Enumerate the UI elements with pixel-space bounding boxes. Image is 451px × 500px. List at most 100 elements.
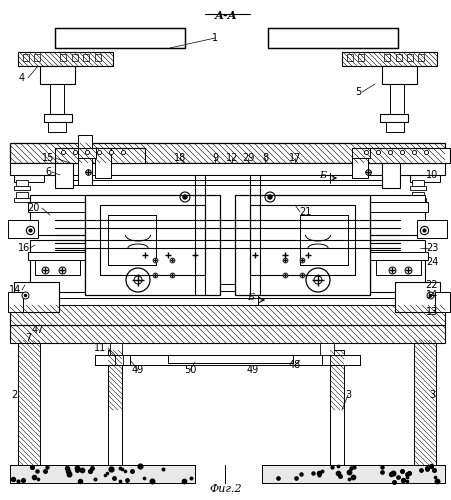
Text: 20: 20 [27,203,39,213]
Bar [30,195,85,235]
Text: 15: 15 [42,153,54,163]
Bar [414,340,436,465]
Bar [16,192,28,198]
Bar [18,340,40,465]
Text: 14: 14 [426,290,438,300]
Bar [95,355,130,365]
Bar [85,195,220,295]
Bar [235,195,370,295]
Text: 50: 50 [184,365,196,375]
Bar [10,465,195,483]
Bar [8,292,23,312]
Bar [28,252,88,260]
Text: А-А: А-А [215,10,237,21]
Bar [8,225,38,233]
Bar [347,54,353,61]
Bar [48,122,66,132]
Text: 49: 49 [132,365,144,375]
Bar [55,291,400,298]
Bar [23,54,29,61]
Text: Б: Б [247,294,254,302]
Bar [83,54,89,61]
Text: 23: 23 [426,243,438,253]
Bar [435,292,450,312]
Bar [268,28,398,48]
Bar [14,282,59,312]
Bar [412,300,424,306]
Bar [370,240,425,292]
Text: 1: 1 [212,33,218,43]
Bar [44,114,72,122]
Bar [55,284,400,291]
Bar [14,162,44,174]
Bar [115,355,123,365]
Bar [382,66,417,84]
Bar [50,84,64,114]
Text: 2: 2 [11,390,17,400]
Text: 3: 3 [429,390,435,400]
Bar [55,298,400,305]
Bar [14,306,30,310]
Bar [250,205,355,275]
Bar [34,54,40,61]
Bar [410,198,426,202]
Bar [55,28,185,48]
Bar [412,312,424,318]
Circle shape [268,195,272,199]
Bar [168,355,293,363]
Text: 24: 24 [426,257,438,267]
Bar [410,318,426,322]
Bar [14,198,30,202]
Bar [10,163,445,175]
Bar [14,186,30,190]
Text: 16: 16 [18,243,30,253]
Bar [384,54,390,61]
Bar [16,312,28,318]
Text: 5: 5 [355,87,361,97]
Bar [417,225,447,233]
Bar [330,350,344,465]
Text: 7: 7 [25,333,31,343]
Bar [352,148,368,178]
Text: 8: 8 [262,153,268,163]
Bar [100,205,205,275]
Bar [358,54,364,61]
Bar [35,260,80,275]
Text: 17: 17 [289,153,301,163]
Text: 9: 9 [212,153,218,163]
Text: 18: 18 [174,153,186,163]
Text: 4: 4 [19,73,25,83]
Bar [370,195,425,235]
Bar [376,260,421,275]
Bar [262,465,445,483]
Text: 49: 49 [247,365,259,375]
Bar [95,148,111,178]
Bar [382,163,400,188]
Bar [95,355,360,365]
Bar [8,220,38,238]
Bar [10,325,445,343]
Bar [412,180,424,186]
Bar [14,318,30,322]
Bar [60,54,66,61]
Bar [30,240,85,292]
Text: Б: Б [319,172,326,180]
Bar [352,148,370,158]
Text: 47: 47 [32,325,44,335]
Bar [410,306,426,310]
Text: 12: 12 [226,153,238,163]
Bar [10,143,445,163]
Text: 22: 22 [426,280,438,290]
Bar [368,202,428,212]
Bar [386,122,404,132]
Bar [410,162,440,174]
Bar [360,148,450,163]
Text: 29: 29 [242,153,254,163]
Bar [110,343,122,355]
Bar [16,180,28,186]
Bar [395,282,440,312]
Bar [78,135,92,185]
Text: 14: 14 [9,285,21,295]
Bar [55,148,145,163]
Text: 10: 10 [426,170,438,180]
